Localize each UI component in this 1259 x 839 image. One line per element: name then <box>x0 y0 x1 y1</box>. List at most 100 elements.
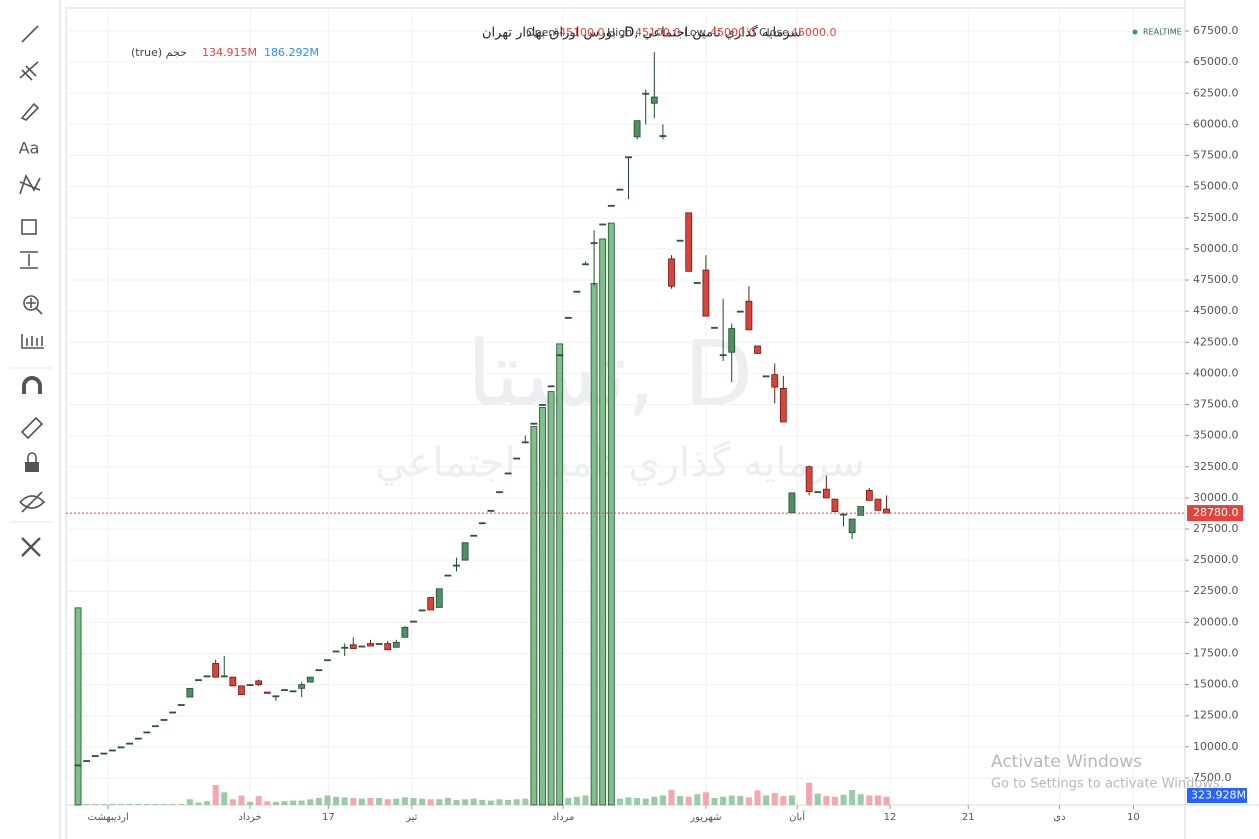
volume-bar <box>651 796 658 805</box>
candle-body <box>212 663 220 678</box>
low-value: 45000.0 <box>710 26 756 39</box>
candle-body <box>427 597 435 611</box>
stay-drawing-tool[interactable] <box>20 416 44 440</box>
x-tick-label: 17 <box>322 812 335 823</box>
candle-body <box>487 509 495 512</box>
shape-tool[interactable] <box>21 219 37 235</box>
y-tick-label: 57500.0 <box>1193 149 1239 162</box>
candle-body <box>401 626 409 638</box>
hide-tool[interactable] <box>19 491 46 513</box>
volume-bar <box>788 795 795 805</box>
volume-bar <box>204 801 211 805</box>
volume-bar <box>857 794 864 805</box>
volume-bar <box>814 793 821 805</box>
candle-body <box>607 204 615 207</box>
volume-bar <box>659 795 666 805</box>
volume-bar <box>505 799 512 805</box>
y-tick-label: 22500.0 <box>1193 584 1239 597</box>
volume-name: حجم (true) <box>131 46 187 59</box>
volume-bar <box>169 804 176 805</box>
candle-body <box>315 669 323 672</box>
candle-body <box>496 491 503 494</box>
candle-body <box>814 491 822 494</box>
volume-bar <box>324 795 331 805</box>
volume-bar <box>281 801 288 805</box>
volume-bar <box>745 797 752 805</box>
last-volume-label: 323.928M <box>1191 789 1246 802</box>
candle-body <box>177 704 185 706</box>
y-tick-label: 17500.0 <box>1193 646 1239 659</box>
candle-body <box>857 506 865 516</box>
brush-tool[interactable] <box>20 102 40 121</box>
candle-body <box>693 282 701 284</box>
candle-body <box>736 310 744 313</box>
trend-line-tool[interactable] <box>21 25 39 43</box>
candle-body <box>341 646 349 649</box>
realtime: REALTIME <box>1143 28 1182 37</box>
candle-body <box>418 609 426 612</box>
candle-body <box>109 749 116 752</box>
close-label: Close <box>759 26 789 39</box>
text-tool[interactable]: Aa <box>19 139 40 158</box>
x-tick-label: اردیبهشت <box>88 812 129 823</box>
volume-bar <box>143 804 150 805</box>
volume-bar <box>883 796 890 805</box>
legend: سرمایه گذاري تامين اجتماعي ,D, بورس اورا… <box>131 25 1182 60</box>
zoom-tool[interactable] <box>23 295 39 311</box>
volume-bar <box>582 795 589 805</box>
volume-bar <box>358 798 365 805</box>
lock-tool[interactable] <box>25 462 39 472</box>
volume-bar <box>590 283 598 806</box>
candle-body <box>771 374 779 388</box>
low-label: Low <box>684 26 706 39</box>
volume-bar <box>840 794 847 805</box>
x-tick-label: خرداد <box>238 812 261 823</box>
volume-bar <box>444 798 451 805</box>
volume-bar <box>74 607 82 806</box>
volume-bar <box>186 799 193 805</box>
volume-bar <box>247 801 254 805</box>
pattern-tool[interactable] <box>19 174 41 195</box>
fib-tool[interactable] <box>19 61 39 81</box>
volume-bar <box>806 782 813 805</box>
volume-bar <box>513 799 520 805</box>
volume-bar <box>599 238 607 806</box>
volume-bar <box>436 799 443 805</box>
remove-tool[interactable] <box>21 537 41 557</box>
candle-body <box>375 643 383 645</box>
volume-bar <box>849 790 856 805</box>
zoom-tool-handle[interactable] <box>26 298 43 315</box>
y-tick-label: 62500.0 <box>1193 86 1239 99</box>
volume-a: 134.915M <box>202 46 257 59</box>
volume-bar <box>573 796 580 805</box>
volume-bar <box>685 796 692 805</box>
candle-body <box>195 679 202 682</box>
ruler-tool[interactable] <box>21 334 44 349</box>
candle-body <box>306 676 314 683</box>
measure-tool[interactable] <box>20 251 38 269</box>
volume-bar <box>315 798 322 805</box>
open-value: 45100.0 <box>559 26 605 39</box>
volume-bar <box>221 792 228 805</box>
volume-bar <box>393 798 400 805</box>
last-price-label: 28780.0 <box>1193 506 1239 519</box>
y-tick-label: 27500.0 <box>1193 522 1239 535</box>
volume-bar <box>737 796 744 805</box>
y-tick-label: 10000.0 <box>1193 740 1239 753</box>
last-volume-box <box>1187 788 1247 803</box>
volume-bar <box>763 795 770 805</box>
candle-body <box>358 645 366 648</box>
volume-bar <box>161 804 168 805</box>
volume-bar <box>264 801 271 805</box>
magnet-tool[interactable] <box>22 376 42 394</box>
volume-bar <box>634 798 641 805</box>
candle-body <box>384 643 392 651</box>
x-tick-label: 12 <box>884 812 897 823</box>
volume-bar <box>83 804 90 805</box>
candle-body <box>547 385 555 388</box>
volume-bar <box>702 792 709 805</box>
volume-bar <box>367 798 374 805</box>
candle-body <box>349 644 357 649</box>
volume-bar <box>126 804 133 805</box>
